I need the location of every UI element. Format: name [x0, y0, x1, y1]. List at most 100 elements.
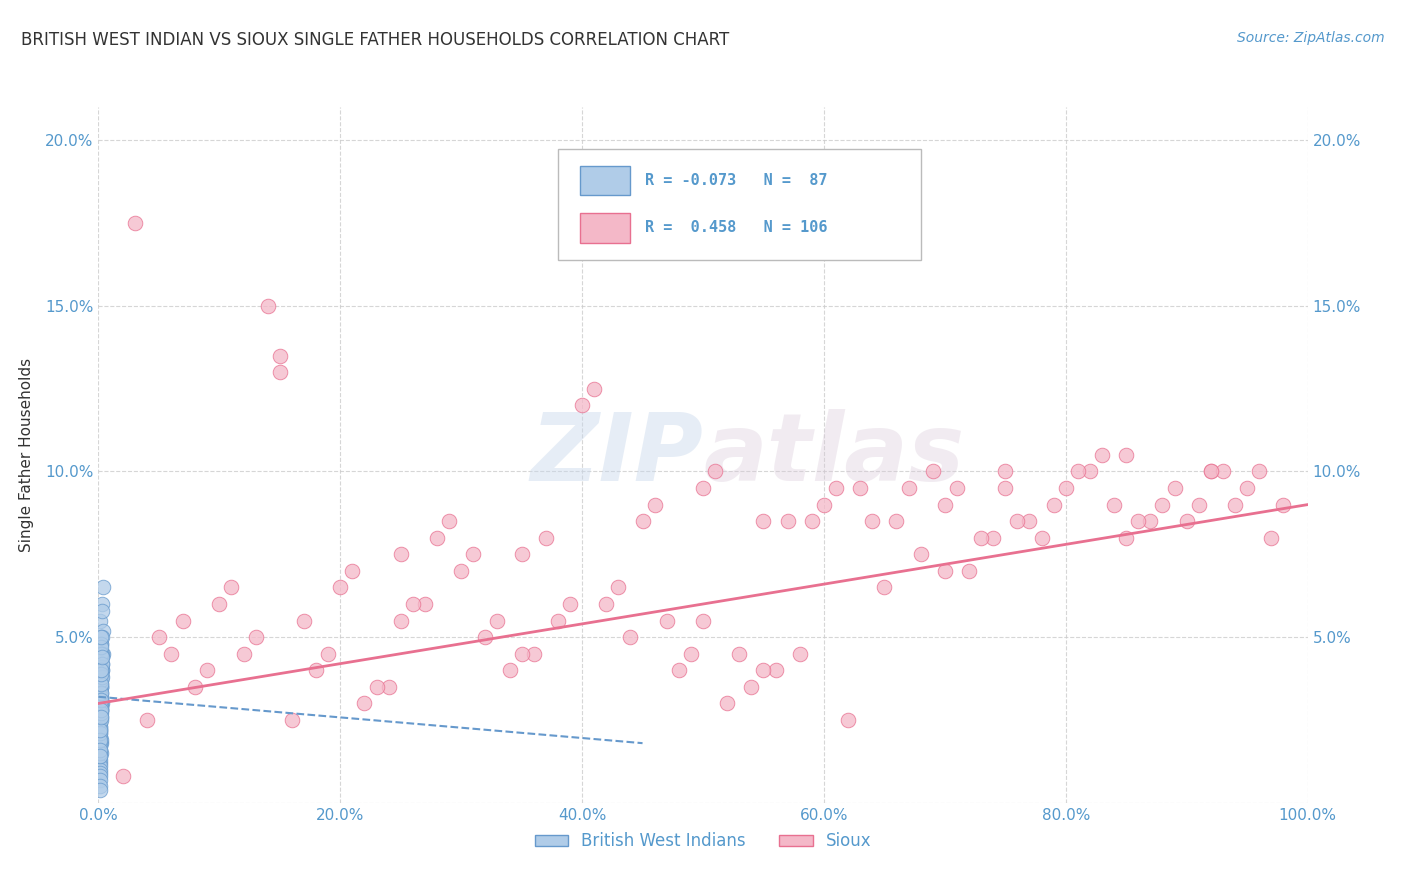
Point: [692, 614, 714, 628]
Point: [860, 514, 883, 528]
Point: [90, 640, 112, 654]
Point: [692, 481, 714, 495]
Point: [90, 686, 112, 700]
Point: [776, 514, 799, 528]
Point: [90, 680, 112, 694]
Bar: [558, 149, 921, 260]
Point: [91, 657, 114, 671]
Y-axis label: Single Father Households: Single Father Households: [20, 358, 34, 552]
Point: [90, 703, 112, 717]
Point: [316, 647, 339, 661]
Point: [402, 597, 425, 611]
Point: [426, 531, 449, 545]
Point: [607, 581, 630, 595]
Point: [90, 676, 112, 690]
Point: [631, 514, 654, 528]
Point: [366, 680, 388, 694]
Point: [486, 614, 509, 628]
Point: [135, 713, 157, 727]
Point: [91, 647, 114, 661]
Point: [89, 713, 111, 727]
Point: [91, 581, 114, 595]
Point: [90, 630, 112, 644]
Point: [89, 690, 111, 704]
Point: [921, 465, 943, 479]
Point: [245, 630, 267, 644]
Point: [124, 216, 146, 230]
Point: [1054, 481, 1077, 495]
Point: [886, 514, 908, 528]
Point: [1175, 514, 1198, 528]
Point: [305, 663, 328, 677]
Point: [91, 650, 114, 665]
Point: [89, 766, 111, 780]
Point: [644, 498, 666, 512]
Point: [90, 697, 112, 711]
Point: [90, 660, 112, 674]
Point: [90, 670, 112, 684]
Point: [90, 637, 112, 651]
Point: [91, 670, 114, 684]
Point: [91, 647, 114, 661]
Point: [269, 365, 291, 379]
Point: [1152, 498, 1174, 512]
Point: [1031, 531, 1053, 545]
Point: [91, 663, 114, 677]
Point: [89, 726, 111, 740]
Point: [981, 531, 1004, 545]
Point: [523, 647, 546, 661]
Point: [89, 720, 111, 734]
Point: [90, 699, 112, 714]
Point: [89, 736, 111, 750]
Point: [90, 673, 112, 688]
Point: [1115, 448, 1137, 462]
Point: [619, 630, 641, 644]
Point: [946, 481, 969, 495]
Point: [910, 547, 932, 561]
Point: [208, 597, 231, 611]
Point: [90, 703, 112, 717]
Point: [90, 666, 112, 681]
Point: [1188, 498, 1211, 512]
Point: [1091, 448, 1114, 462]
Point: [728, 647, 751, 661]
Point: [90, 697, 112, 711]
Point: [534, 531, 557, 545]
Point: [90, 647, 112, 661]
Point: [498, 663, 520, 677]
Point: [221, 581, 243, 595]
Point: [89, 749, 111, 764]
Point: [583, 382, 606, 396]
Point: [389, 547, 412, 561]
Point: [90, 680, 112, 694]
Point: [1018, 514, 1040, 528]
Point: [90, 709, 112, 723]
Point: [89, 756, 111, 770]
Point: [1007, 514, 1029, 528]
Point: [825, 481, 848, 495]
Point: [91, 697, 114, 711]
Text: ZIP: ZIP: [530, 409, 703, 501]
Point: [89, 723, 111, 737]
Point: [91, 604, 114, 618]
Point: [89, 749, 111, 764]
Point: [89, 746, 111, 760]
Point: [89, 743, 111, 757]
Point: [89, 614, 111, 628]
Point: [704, 465, 727, 479]
Point: [90, 736, 112, 750]
Point: [90, 703, 112, 717]
Point: [474, 630, 496, 644]
Point: [269, 349, 291, 363]
Point: [413, 597, 436, 611]
Point: [873, 581, 896, 595]
Point: [934, 564, 956, 578]
Point: [450, 564, 472, 578]
Point: [1078, 465, 1101, 479]
Point: [89, 779, 111, 793]
Point: [934, 498, 956, 512]
Point: [800, 514, 823, 528]
Point: [897, 481, 920, 495]
Point: [510, 547, 533, 561]
Point: [994, 481, 1017, 495]
